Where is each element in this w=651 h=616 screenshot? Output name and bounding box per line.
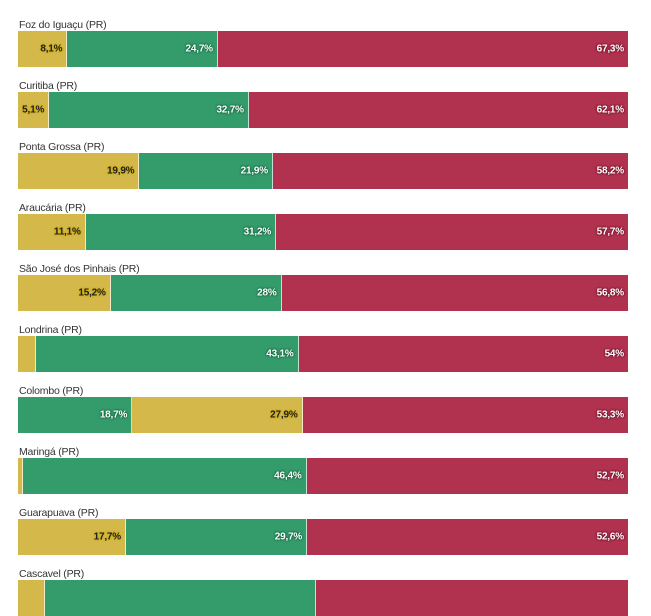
stacked-bar: 15,2% 28% 56,8%	[18, 275, 628, 311]
segment-value-label: 11,1%	[53, 226, 81, 238]
row-label: Ponta Grossa (PR)	[19, 141, 105, 153]
chart-row: Maringá (PR) 46,4% 52,7%	[18, 427, 628, 494]
segment-value-label: 29,7%	[274, 531, 303, 543]
segment-value-label: 32,7%	[216, 104, 244, 116]
segment-value-label: 15,2%	[78, 287, 106, 299]
segment-value-label: 58,2%	[596, 165, 625, 177]
bar-segment-yellow: 11,1%	[18, 214, 86, 250]
chart-row: Ponta Grossa (PR) 19,9% 21,9% 58,2%	[18, 122, 628, 189]
chart-row: São José dos Pinhais (PR) 15,2% 28% 56,8%	[18, 244, 628, 311]
chart-row: Curitiba (PR) 5,1% 32,7% 62,1%	[18, 61, 628, 128]
stacked-bar: 8,1% 24,7% 67,3%	[18, 31, 628, 67]
bar-segment-yellow: 19,9%	[18, 153, 140, 189]
bar-segment-red: 52,7%	[306, 458, 628, 494]
segment-value-label: 62,1%	[596, 104, 625, 116]
chart-row: Colombo (PR) 18,7% 27,9% 53,3%	[18, 366, 628, 433]
bar-segment-green: 21,9%	[139, 153, 273, 189]
row-label: Araucária (PR)	[19, 202, 86, 214]
bar-segment-yellow: 8,1%	[18, 31, 68, 67]
bar-segment-red: 67,3%	[217, 31, 628, 67]
stacked-bar: 17,7% 29,7% 52,6%	[18, 519, 628, 555]
segment-value-label: 52,6%	[596, 531, 625, 543]
bar-segment-green: 32,7%	[49, 92, 249, 128]
segment-value-label: 56,8%	[596, 287, 625, 299]
bar-segment-red: 62,1%	[248, 92, 628, 128]
chart-row: Londrina (PR) 43,1% 54%	[18, 305, 628, 372]
stacked-bar: 18,7% 27,9% 53,3%	[18, 397, 628, 433]
segment-value-label: 57,7%	[596, 226, 625, 238]
segment-value-label: 27,9%	[270, 409, 298, 421]
bar-segment-red: 52,6%	[307, 519, 628, 555]
row-label: Guarapuava (PR)	[19, 507, 99, 519]
segment-value-label: 18,7%	[99, 409, 128, 421]
bar-segment-red	[316, 580, 628, 616]
segment-value-label: 19,9%	[107, 165, 135, 177]
stacked-bar: 19,9% 21,9% 58,2%	[18, 153, 628, 189]
bar-segment-green: 46,4%	[23, 458, 307, 494]
bar-segment-red: 57,7%	[276, 214, 628, 250]
row-label: São José dos Pinhais (PR)	[19, 263, 140, 275]
bar-segment-yellow: 27,9%	[132, 397, 303, 433]
segment-value-label: 8,1%	[40, 43, 63, 55]
bar-segment-green	[44, 580, 317, 616]
row-label: Maringá (PR)	[19, 446, 80, 458]
segment-value-label: 43,1%	[266, 348, 294, 360]
segment-value-label: 31,2%	[243, 226, 272, 238]
segment-value-label: 53,3%	[596, 409, 625, 421]
stacked-bar: 43,1% 54%	[18, 336, 628, 372]
segment-value-label: 21,9%	[240, 165, 269, 177]
bar-segment-green: 24,7%	[67, 31, 218, 67]
row-label: Colombo (PR)	[19, 385, 84, 397]
bar-segment-yellow	[18, 458, 24, 494]
segment-value-label: 52,7%	[596, 470, 625, 482]
segment-value-label: 54%	[604, 348, 625, 360]
bar-segment-yellow: 5,1%	[18, 92, 50, 128]
segment-value-label: 67,3%	[596, 43, 625, 55]
bar-segment-green: 28%	[110, 275, 282, 311]
chart-row: Araucária (PR) 11,1% 31,2% 57,7%	[18, 183, 628, 250]
bar-segment-yellow	[18, 336, 36, 372]
bar-segment-yellow: 17,7%	[18, 519, 126, 555]
row-label: Cascavel (PR)	[19, 568, 85, 580]
stacked-bar: 5,1% 32,7% 62,1%	[18, 92, 628, 128]
row-label: Londrina (PR)	[19, 324, 82, 336]
chart-row: Foz do Iguaçu (PR) 8,1% 24,7% 67,3%	[18, 0, 628, 67]
chart-row: Guarapuava (PR) 17,7% 29,7% 52,6%	[18, 488, 628, 555]
segment-value-label: 28%	[257, 287, 277, 299]
bar-segment-yellow	[18, 580, 45, 616]
segment-value-label: 24,7%	[185, 43, 214, 55]
bar-segment-green: 18,7%	[18, 397, 133, 433]
stacked-bar: 11,1% 31,2% 57,7%	[18, 214, 628, 250]
segment-value-label: 5,1%	[22, 104, 45, 116]
bar-segment-red: 56,8%	[281, 275, 628, 311]
bar-segment-red: 53,3%	[302, 397, 628, 433]
row-label: Curitiba (PR)	[19, 80, 78, 92]
stacked-bar: 46,4% 52,7%	[18, 458, 628, 494]
stacked-bar	[18, 580, 628, 616]
bar-segment-red: 54%	[298, 336, 628, 372]
bar-segment-red: 58,2%	[272, 153, 628, 189]
bar-segment-green: 31,2%	[85, 214, 277, 250]
segment-value-label: 17,7%	[93, 531, 122, 543]
bar-segment-green: 29,7%	[125, 519, 308, 555]
row-label: Foz do Iguaçu (PR)	[19, 19, 107, 31]
bar-segment-green: 43,1%	[35, 336, 299, 372]
segment-value-label: 46,4%	[274, 470, 302, 482]
bar-segment-yellow: 15,2%	[18, 275, 111, 311]
